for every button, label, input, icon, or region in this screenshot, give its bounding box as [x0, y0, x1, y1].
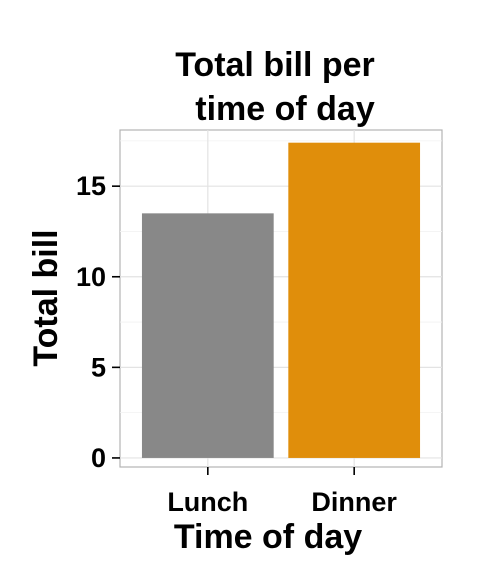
bar-lunch: [141, 213, 274, 458]
y-axis-label: Total bill: [27, 229, 65, 366]
x-axis: Lunch Dinner: [167, 467, 397, 517]
x-tick-label-dinner: Dinner: [311, 487, 397, 517]
y-axis: 0 5 10 15: [76, 171, 120, 473]
x-axis-label: Time of day: [174, 518, 362, 556]
y-tick-label: 10: [76, 262, 106, 292]
y-tick-label: 15: [76, 171, 106, 201]
y-tick-label: 5: [91, 352, 106, 382]
chart-title-line-1: Total bill per: [175, 46, 375, 84]
bars-group: [141, 142, 421, 458]
chart-title-line-2: time of day: [195, 90, 375, 128]
x-tick-label-lunch: Lunch: [167, 487, 248, 517]
y-tick-label: 0: [91, 443, 106, 473]
bar-dinner: [288, 142, 421, 458]
